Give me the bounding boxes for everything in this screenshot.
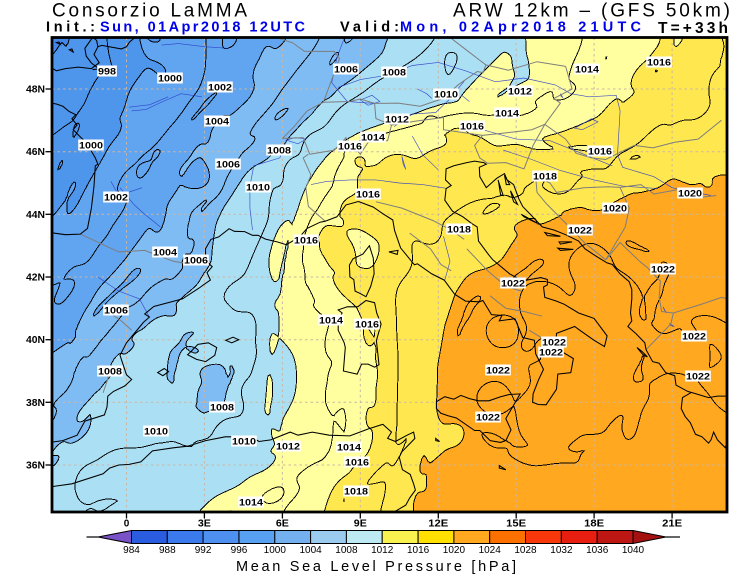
svg-text:21E: 21E [662, 519, 682, 530]
svg-text:1020: 1020 [443, 545, 466, 556]
svg-text:0: 0 [124, 519, 130, 530]
svg-text:984: 984 [123, 545, 140, 556]
svg-text:9E: 9E [354, 519, 367, 530]
svg-text:1020: 1020 [678, 189, 702, 200]
svg-text:48N: 48N [26, 85, 45, 96]
svg-text:1016: 1016 [647, 58, 671, 69]
svg-text:1020: 1020 [603, 204, 627, 215]
svg-text:1040: 1040 [622, 545, 645, 556]
svg-text:1016: 1016 [407, 545, 430, 556]
svg-text:1008: 1008 [210, 403, 234, 414]
svg-text:1022: 1022 [476, 413, 500, 424]
svg-text:1014: 1014 [361, 133, 386, 144]
svg-text:42N: 42N [26, 273, 45, 284]
svg-text:1010: 1010 [246, 183, 270, 194]
svg-text:1016: 1016 [460, 122, 484, 133]
svg-text:1022: 1022 [682, 332, 706, 343]
svg-text:1008: 1008 [98, 367, 122, 378]
svg-text:1002: 1002 [208, 83, 232, 94]
svg-text:1008: 1008 [267, 146, 291, 157]
svg-text:1016: 1016 [338, 142, 362, 153]
svg-text:1016: 1016 [356, 190, 380, 201]
svg-text:1012: 1012 [371, 545, 394, 556]
svg-text:1022: 1022 [651, 265, 675, 276]
svg-text:Sun, 01Apr2018 12UTC: Sun, 01Apr2018 12UTC [100, 20, 306, 36]
svg-text:1022: 1022 [542, 338, 566, 349]
svg-text:1036: 1036 [586, 545, 609, 556]
svg-text:1014: 1014 [319, 316, 344, 327]
svg-text:1008: 1008 [382, 68, 406, 79]
svg-text:1018: 1018 [533, 172, 557, 183]
svg-text:1004: 1004 [153, 248, 178, 259]
svg-text:1022: 1022 [486, 366, 510, 377]
svg-text:1000: 1000 [79, 141, 103, 152]
svg-text:1018: 1018 [344, 487, 368, 498]
svg-text:992: 992 [195, 545, 212, 556]
svg-text:1014: 1014 [239, 498, 264, 509]
svg-text:1022: 1022 [686, 372, 710, 383]
svg-text:1006: 1006 [334, 65, 358, 76]
svg-text:1016: 1016 [294, 236, 318, 247]
svg-text:1008: 1008 [335, 545, 358, 556]
svg-text:1010: 1010 [434, 90, 458, 101]
svg-text:1022: 1022 [539, 348, 563, 359]
svg-text:40N: 40N [26, 335, 45, 346]
svg-text:15E: 15E [506, 519, 526, 530]
svg-text:44N: 44N [26, 210, 45, 221]
svg-text:1022: 1022 [501, 279, 525, 290]
svg-text:1006: 1006 [216, 160, 240, 171]
svg-text:1028: 1028 [514, 545, 537, 556]
svg-text:6E: 6E [276, 519, 289, 530]
svg-text:12E: 12E [428, 519, 448, 530]
svg-text:1022: 1022 [568, 226, 592, 237]
svg-text:1000: 1000 [158, 74, 182, 85]
svg-text:38N: 38N [26, 398, 45, 409]
svg-text:998: 998 [98, 67, 116, 78]
svg-text:1002: 1002 [104, 193, 128, 204]
svg-text:3E: 3E [198, 519, 211, 530]
svg-text:1012: 1012 [385, 115, 409, 126]
svg-text:988: 988 [159, 545, 176, 556]
svg-text:1014: 1014 [337, 443, 362, 454]
svg-text:1012: 1012 [276, 442, 300, 453]
svg-text:36N: 36N [26, 461, 45, 472]
svg-text:1004: 1004 [205, 117, 230, 128]
svg-text:1024: 1024 [479, 545, 502, 556]
svg-text:996: 996 [231, 545, 248, 556]
svg-text:1014: 1014 [495, 109, 520, 120]
svg-text:18E: 18E [584, 519, 604, 530]
svg-text:1006: 1006 [104, 306, 128, 317]
svg-text:1016: 1016 [345, 458, 369, 469]
svg-text:1012: 1012 [508, 87, 532, 98]
svg-text:Consorzio LaMMA: Consorzio LaMMA [52, 1, 247, 22]
svg-text:1016: 1016 [588, 147, 612, 158]
svg-text:1010: 1010 [144, 427, 168, 438]
svg-text:Mon, 02Apr2018 21UTC: Mon, 02Apr2018 21UTC [400, 20, 642, 36]
svg-text:1004: 1004 [299, 545, 322, 556]
svg-text:1018: 1018 [447, 225, 471, 236]
svg-text:1014: 1014 [575, 65, 600, 76]
svg-text:46N: 46N [26, 147, 45, 158]
svg-text:1000: 1000 [264, 545, 287, 556]
svg-text:1006: 1006 [184, 256, 208, 267]
svg-text:1010: 1010 [232, 437, 256, 448]
svg-text:1032: 1032 [550, 545, 573, 556]
svg-text:1016: 1016 [355, 320, 379, 331]
